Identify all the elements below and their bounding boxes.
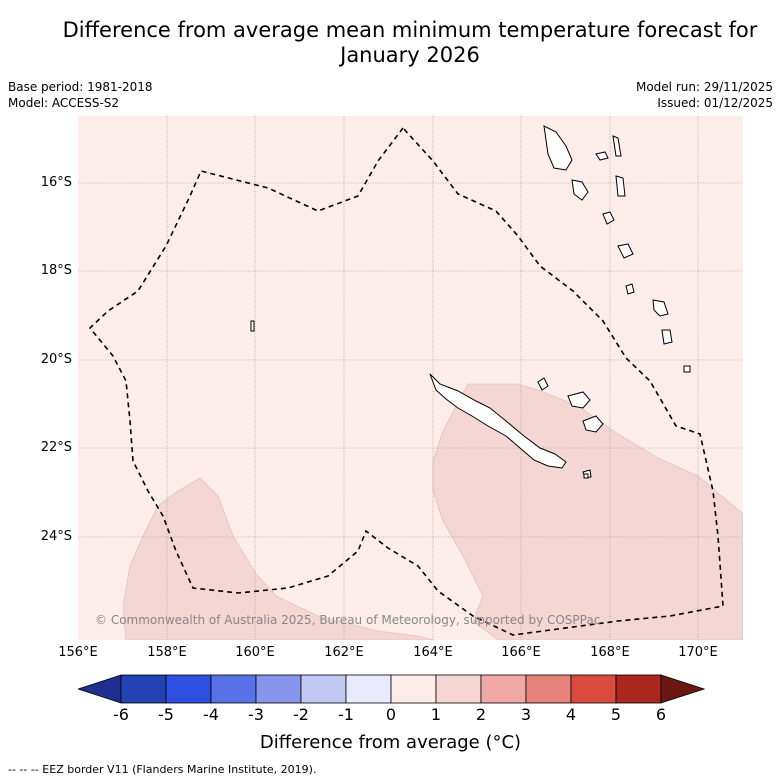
tanna [625, 283, 635, 295]
colorbar-tick-label: 6 [655, 705, 667, 724]
gridlines [78, 116, 743, 640]
map-panel: © Commonwealth of Australia 2025, Bureau… [78, 116, 743, 640]
colorbar-tick-label: -6 [113, 705, 129, 724]
colorbar-tick-label: 5 [610, 705, 622, 724]
lon-label-168e: 168°E [590, 645, 630, 660]
fiji-outlier-1 [652, 299, 669, 317]
colorbar-segment [615, 674, 662, 704]
footnote-text: -- -- -- EEZ border V11 (Flanders Marine… [8, 763, 317, 776]
lon-label-164e: 164°E [413, 645, 453, 660]
lat-label-24s: 24°S [40, 529, 72, 544]
lon-label-162e: 162°E [324, 645, 364, 660]
colorbar-tick-label: 4 [565, 705, 577, 724]
new-caledonia-coastline [429, 373, 567, 469]
lat-label-22s: 22°S [40, 440, 72, 455]
eez-footnote: -- -- -- EEZ border V11 (Flanders Marine… [8, 763, 316, 776]
lon-label-158e: 158°E [147, 645, 187, 660]
colorbar-tick-label: 1 [430, 705, 442, 724]
lon-label-160e: 160°E [235, 645, 275, 660]
colorbar-segment [165, 674, 212, 704]
maewo [612, 135, 622, 157]
meta-right: Model run: 29/11/2025 Issued: 01/12/2025 [636, 79, 773, 111]
chesterfield-islet [250, 320, 255, 332]
colorbar-extend-low [78, 674, 122, 704]
fiji-outlier-2 [661, 329, 673, 345]
colorbar-tick-label: -4 [203, 705, 219, 724]
lon-label-156e: 156°E [58, 645, 98, 660]
title-line-2: January 2026 [340, 43, 480, 67]
title-line-1: Difference from average mean minimum tem… [62, 18, 758, 42]
pentecost [615, 175, 626, 197]
colorbar-tick-label: 0 [385, 705, 397, 724]
lifou-island [567, 391, 591, 409]
lat-label-18s: 18°S [40, 263, 72, 278]
colorbar-segment [300, 674, 347, 704]
walpole-island [583, 473, 589, 479]
colorbar-extend-high [660, 674, 705, 704]
meta-left: Base period: 1981-2018 Model: ACCESS-S2 [8, 79, 153, 111]
colorbar-segment [120, 674, 167, 704]
colorbar-tick-label: -3 [248, 705, 264, 724]
colorbar-segment [255, 674, 302, 704]
colorbar-segment [345, 674, 392, 704]
map-title: Difference from average mean minimum tem… [40, 18, 780, 68]
colorbar-segment [435, 674, 482, 704]
colorbar-label: Difference from average (°C) [259, 732, 522, 753]
lon-label-166e: 166°E [501, 645, 541, 660]
lon-label-170e: 170°E [678, 645, 718, 660]
colorbar-tick-label: -2 [293, 705, 309, 724]
copyright-notice: © Commonwealth of Australia 2025, Bureau… [95, 613, 600, 627]
colorbar-tick-label: -1 [338, 705, 354, 724]
epi-island [595, 151, 609, 161]
mare-island [582, 415, 604, 433]
coastlines [250, 125, 691, 479]
colorbar-segment [480, 674, 527, 704]
colorbar-tick-label: -5 [158, 705, 174, 724]
erromango [617, 243, 634, 259]
eez-border [88, 126, 724, 636]
model-name: Model: ACCESS-S2 [8, 96, 120, 110]
anomaly-1-2-region-west [122, 477, 434, 640]
colorbar-tick-label: 2 [475, 705, 487, 724]
colorbar-segments [78, 674, 705, 704]
colorbar [78, 674, 705, 704]
lat-label-16s: 16°S [40, 175, 72, 190]
colorbar-segment [570, 674, 617, 704]
hunter-island [683, 365, 691, 373]
base-period: Base period: 1981-2018 [8, 80, 153, 94]
colorbar-segment [525, 674, 572, 704]
malakula [571, 179, 589, 201]
colorbar-tick-label: 3 [520, 705, 532, 724]
issued-date: Issued: 01/12/2025 [657, 96, 773, 110]
colorbar-segment [210, 674, 257, 704]
model-run: Model run: 29/11/2025 [635, 80, 773, 94]
ouvea-island [537, 377, 549, 391]
efate [602, 211, 615, 225]
lat-label-20s: 20°S [40, 352, 72, 367]
espiritu-santo [543, 125, 573, 171]
colorbar-segment [390, 674, 437, 704]
